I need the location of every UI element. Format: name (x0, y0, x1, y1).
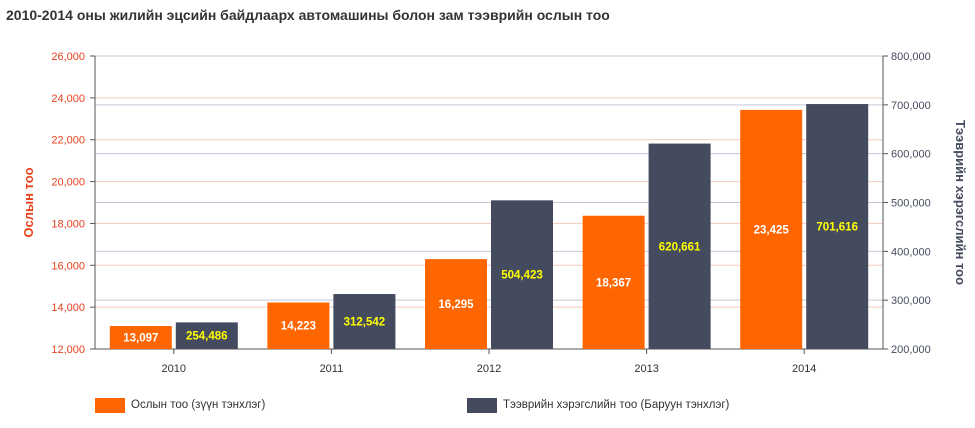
legend-label-vehicles: Тээврийн хэрэгслийн тоо (Баруун тэнхлэг) (503, 399, 730, 411)
x-tick-label: 2010 (162, 363, 186, 375)
data-label-vehicles: 254,486 (186, 331, 228, 343)
data-label-accidents: 14,223 (281, 321, 316, 333)
legend-swatch-vehicles (467, 397, 497, 413)
bar-accidents (267, 302, 330, 349)
y-right-tick-label: 800,000 (891, 51, 931, 63)
bar-accidents (582, 215, 645, 349)
y-axis-right-title: Тээврийн хэрэгслийн тоо (953, 120, 968, 285)
y-left-tick-label: 16,000 (51, 260, 85, 272)
x-tick-label: 2012 (477, 363, 501, 375)
legend-label-accidents: Ослын тоо (зүүн тэнхлэг) (131, 399, 266, 411)
y-left-tick-label: 26,000 (51, 51, 85, 63)
y-left-tick-label: 18,000 (51, 218, 85, 230)
bar-accidents (740, 109, 803, 349)
y-right-tick-label: 400,000 (891, 246, 931, 258)
legend-item-accidents[interactable]: Ослын тоо (зүүн тэнхлэг) (95, 396, 265, 414)
y-right-tick-label: 200,000 (891, 344, 931, 356)
legend-item-vehicles[interactable]: Тээврийн хэрэгслийн тоо (Баруун тэнхлэг) (467, 396, 729, 414)
data-label-accidents: 16,295 (438, 299, 474, 311)
y-left-tick-label: 14,000 (51, 302, 85, 314)
data-label-accidents: 13,097 (123, 333, 158, 345)
x-tick-label: 2011 (320, 363, 344, 375)
x-tick-label: 2013 (634, 363, 658, 375)
y-left-tick-label: 20,000 (51, 177, 85, 189)
y-right-tick-label: 300,000 (891, 295, 931, 307)
y-left-tick-label: 24,000 (51, 93, 85, 105)
legend-swatch-accidents (95, 397, 125, 413)
data-label-vehicles: 312,542 (344, 317, 386, 329)
data-label-vehicles: 701,616 (816, 222, 858, 234)
bar-vehicles (806, 104, 869, 349)
y-left-tick-label: 12,000 (51, 344, 85, 356)
bar-accidents (109, 326, 172, 349)
y-left-tick-label: 22,000 (51, 135, 85, 147)
data-label-vehicles: 504,423 (501, 270, 543, 282)
x-tick-label: 2014 (792, 363, 816, 375)
y-right-tick-label: 700,000 (891, 100, 931, 112)
data-label-accidents: 18,367 (596, 277, 631, 289)
data-label-accidents: 23,425 (754, 224, 790, 236)
bar-accidents (425, 259, 487, 349)
bar-vehicles (175, 322, 238, 349)
data-label-vehicles: 620,661 (659, 241, 701, 253)
y-axis-left-title: Ослын тоо (21, 167, 36, 237)
bar-vehicles (491, 200, 553, 349)
y-right-tick-label: 600,000 (891, 149, 931, 161)
bar-vehicles (333, 294, 396, 349)
y-right-tick-label: 500,000 (891, 198, 931, 210)
bar-vehicles (648, 143, 711, 349)
chart-title: 2010-2014 оны жилийн эцсийн байдлаарх ав… (6, 7, 610, 23)
